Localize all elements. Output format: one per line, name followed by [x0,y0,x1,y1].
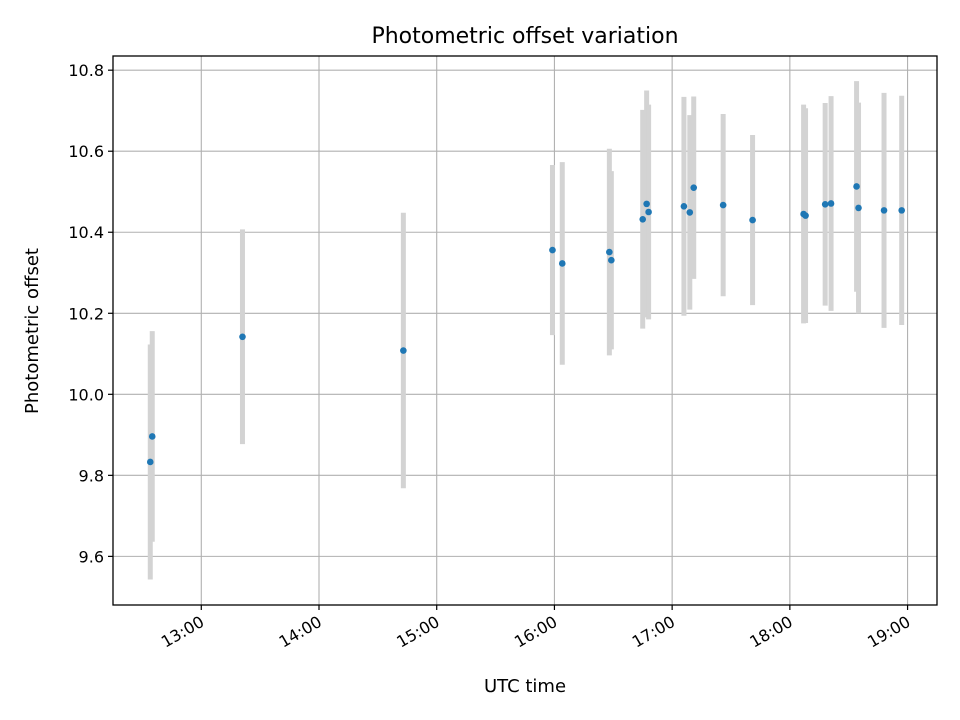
y-tick-label: 10.6 [68,142,104,161]
x-axis-ticks: 13:00 14:00 15:00 16:00 17:00 18:00 19:00 [158,605,914,652]
data-point [558,260,566,267]
data-point [690,184,698,191]
data-point [855,204,862,212]
y-tick-label: 10.0 [68,385,104,404]
data-point [606,248,613,256]
x-tick-label: 18:00 [746,612,795,652]
x-tick-label: 14:00 [276,612,325,652]
data-point [146,458,154,466]
y-axis-ticks: 9.6 9.8 10.0 10.2 10.4 10.6 10.8 [68,61,113,566]
x-tick-label: 17:00 [629,612,678,652]
data-point [827,200,835,207]
data-point [821,200,829,208]
data-point [639,215,647,223]
y-tick-label: 10.2 [68,304,104,323]
data-point [749,216,756,224]
data-point [719,201,727,209]
x-tick-label: 16:00 [511,612,560,652]
data-point [898,207,905,214]
y-tick-label: 9.8 [79,466,104,485]
data-point [400,347,407,354]
y-tick-label: 10.4 [68,223,104,242]
data-point [680,203,688,210]
x-tick-label: 15:00 [393,612,442,652]
x-axis-label: UTC time [484,676,566,697]
data-point [608,256,615,264]
data-point [549,246,556,254]
data-point [686,209,694,216]
data-point [802,212,809,219]
y-tick-label: 9.6 [79,547,104,566]
errorbars [147,81,905,580]
x-tick-label: 19:00 [864,612,913,652]
data-point [148,433,156,440]
y-axis-label: Photometric offset [22,248,43,414]
data-point [853,183,860,190]
plot-frame [112,55,938,606]
y-tick-label: 10.8 [68,61,104,80]
data-points [146,183,905,466]
grid [113,56,937,605]
x-tick-label: 13:00 [158,612,207,652]
data-point [880,207,888,214]
data-point [645,208,652,216]
chart-title: Photometric offset variation [371,24,678,49]
data-point [239,333,246,341]
data-point [643,200,650,208]
